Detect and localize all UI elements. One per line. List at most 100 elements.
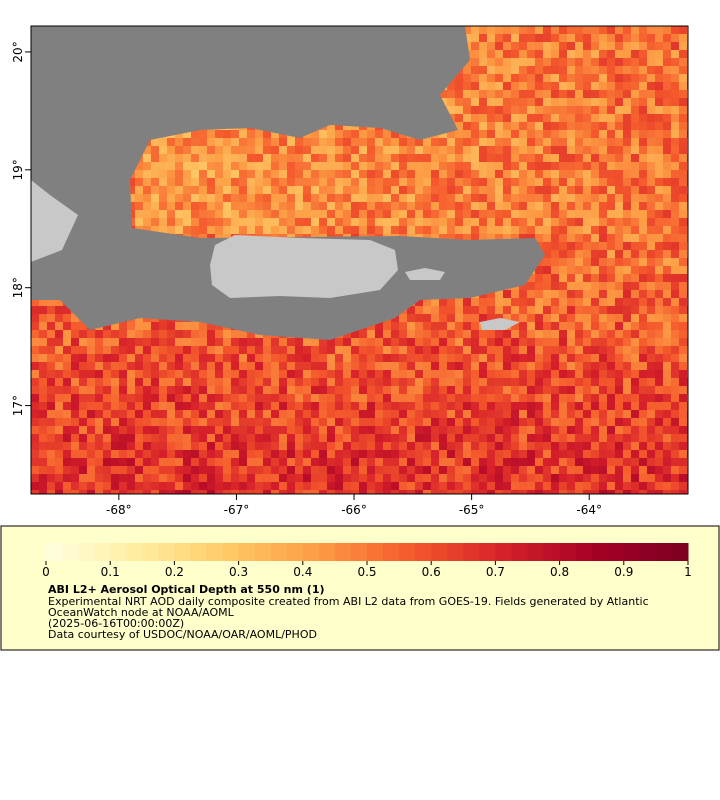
aod-cell <box>447 194 455 202</box>
aod-cell <box>111 338 119 346</box>
colorbar-step <box>623 543 641 561</box>
aod-cell <box>103 402 111 410</box>
aod-cell <box>367 474 375 482</box>
aod-cell <box>519 26 527 34</box>
aod-cell <box>679 106 687 114</box>
aod-cell <box>383 170 391 178</box>
aod-cell <box>639 466 647 474</box>
aod-cell <box>639 458 647 466</box>
aod-cell <box>663 306 671 314</box>
aod-cell <box>527 50 535 58</box>
aod-cell <box>239 162 247 170</box>
aod-cell <box>455 218 463 226</box>
aod-cell <box>495 466 503 474</box>
aod-cell <box>535 290 543 298</box>
aod-cell <box>671 202 679 210</box>
aod-cell <box>551 210 559 218</box>
aod-cell <box>559 370 567 378</box>
aod-cell <box>639 34 647 42</box>
aod-cell <box>463 74 471 82</box>
aod-cell <box>599 250 607 258</box>
aod-cell <box>471 298 479 306</box>
aod-cell <box>591 410 599 418</box>
aod-cell <box>39 314 47 322</box>
aod-cell <box>495 370 503 378</box>
aod-cell <box>263 154 271 162</box>
aod-cell <box>71 482 79 490</box>
aod-cell <box>607 58 615 66</box>
aod-cell <box>127 442 135 450</box>
aod-cell <box>575 50 583 58</box>
aod-cell <box>543 178 551 186</box>
aod-cell <box>175 178 183 186</box>
aod-cell <box>247 154 255 162</box>
aod-cell <box>119 346 127 354</box>
aod-cell <box>47 402 55 410</box>
aod-cell <box>295 378 303 386</box>
aod-cell <box>575 298 583 306</box>
aod-cell <box>551 90 559 98</box>
aod-cell <box>559 250 567 258</box>
colorbar-tick-label: 0.3 <box>229 565 248 579</box>
aod-cell <box>207 418 215 426</box>
aod-cell <box>447 170 455 178</box>
aod-cell <box>111 490 119 494</box>
aod-cell <box>343 338 351 346</box>
aod-cell <box>327 170 335 178</box>
aod-cell <box>287 378 295 386</box>
aod-cell <box>183 146 191 154</box>
aod-cell <box>639 178 647 186</box>
aod-cell <box>439 338 447 346</box>
aod-cell <box>311 474 319 482</box>
aod-cell <box>559 450 567 458</box>
aod-cell <box>167 178 175 186</box>
aod-cell <box>623 442 631 450</box>
colorbar-step <box>639 543 657 561</box>
aod-cell <box>519 322 527 330</box>
aod-cell <box>479 378 487 386</box>
aod-cell <box>351 410 359 418</box>
aod-cell <box>167 218 175 226</box>
aod-cell <box>79 402 87 410</box>
aod-cell <box>63 338 71 346</box>
aod-cell <box>463 90 471 98</box>
aod-cell <box>455 226 463 234</box>
aod-cell <box>399 330 407 338</box>
aod-cell <box>39 370 47 378</box>
aod-cell <box>95 402 103 410</box>
aod-cell <box>543 50 551 58</box>
aod-cell <box>599 322 607 330</box>
aod-cell <box>183 210 191 218</box>
aod-cell <box>31 434 39 442</box>
aod-cell <box>407 434 415 442</box>
aod-cell <box>311 226 319 234</box>
aod-cell <box>607 282 615 290</box>
aod-cell <box>135 362 143 370</box>
aod-cell <box>615 90 623 98</box>
aod-cell <box>423 226 431 234</box>
aod-cell <box>479 210 487 218</box>
aod-cell <box>623 282 631 290</box>
aod-cell <box>103 362 111 370</box>
aod-cell <box>151 138 159 146</box>
aod-cell <box>319 426 327 434</box>
aod-cell <box>255 482 263 490</box>
aod-cell <box>375 162 383 170</box>
aod-cell <box>311 410 319 418</box>
aod-cell <box>679 450 687 458</box>
aod-cell <box>391 354 399 362</box>
aod-cell <box>143 330 151 338</box>
aod-cell <box>463 458 471 466</box>
colorbar-tick-label: 0.4 <box>293 565 312 579</box>
aod-cell <box>615 186 623 194</box>
aod-cell <box>663 34 671 42</box>
aod-cell <box>495 450 503 458</box>
aod-cell <box>639 346 647 354</box>
aod-cell <box>543 306 551 314</box>
aod-cell <box>631 298 639 306</box>
aod-cell <box>31 338 39 346</box>
aod-cell <box>591 370 599 378</box>
aod-cell <box>103 410 111 418</box>
aod-cell <box>207 322 215 330</box>
aod-cell <box>151 194 159 202</box>
